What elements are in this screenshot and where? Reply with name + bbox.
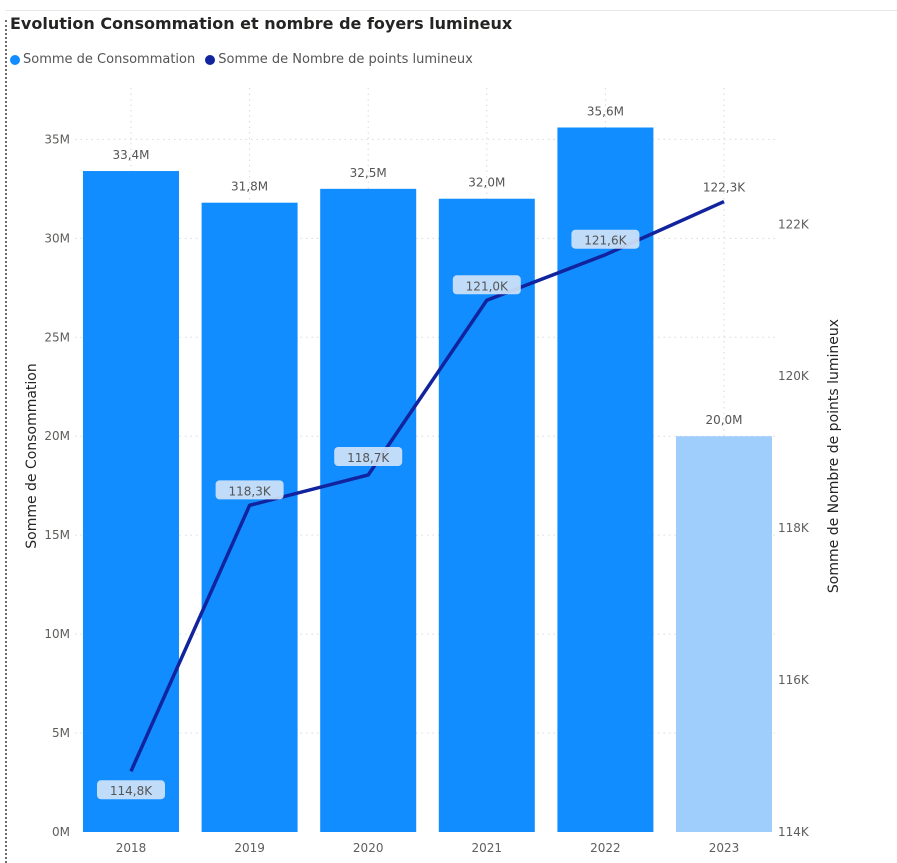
- y-left-tick-label: 20M: [44, 429, 70, 443]
- bar-data-label: 31,8M: [231, 180, 268, 194]
- line-data-label: 118,3K: [228, 484, 271, 498]
- y-right-axis-title: Somme de Nombre de points lumineux: [826, 319, 842, 593]
- x-tick-label: 2023: [709, 841, 740, 855]
- line-data-label: 122,3K: [703, 181, 746, 195]
- x-tick-label: 2019: [234, 841, 265, 855]
- x-tick-label: 2022: [590, 841, 621, 855]
- y-left-tick-label: 25M: [44, 330, 70, 344]
- y-left-tick-label: 5M: [52, 726, 70, 740]
- bar-data-label: 20,0M: [705, 413, 742, 427]
- y-right-tick-label: 114K: [778, 825, 810, 839]
- y-left-tick-label: 15M: [44, 528, 70, 542]
- line-data-label: 114,8K: [110, 784, 153, 798]
- line-label-background: [97, 780, 165, 800]
- bar-data-label: 32,5M: [350, 166, 387, 180]
- bar-data-label: 35,6M: [587, 104, 624, 118]
- legend-item-consommation[interactable]: Somme de Consommation: [10, 52, 195, 67]
- bar-data-label: 32,0M: [468, 176, 505, 190]
- y-left-tick-label: 30M: [44, 231, 70, 245]
- legend-label-points-lumineux: Somme de Nombre de points lumineux: [218, 52, 473, 67]
- bar-2021[interactable]: [438, 198, 535, 833]
- line-label-background: [571, 229, 640, 249]
- x-tick-label: 2018: [116, 841, 147, 855]
- visual-selection-border: [5, 20, 7, 863]
- y-left-tick-label: 35M: [44, 132, 70, 146]
- line-label-background: [334, 446, 403, 466]
- y-left-axis-title: Somme de Consommation: [24, 363, 40, 549]
- y-left-tick-label: 10M: [44, 627, 70, 641]
- y-right-tick-label: 118K: [778, 521, 810, 535]
- x-tick-label: 2021: [472, 841, 503, 855]
- x-tick-label: 2020: [353, 841, 384, 855]
- visual-top-border: [5, 10, 897, 11]
- line-data-label: 121,0K: [466, 279, 509, 293]
- legend-marker-points-lumineux: [205, 54, 216, 65]
- legend-marker-consommation: [10, 54, 20, 65]
- bar-data-label: 33,4M: [112, 148, 149, 162]
- line-data-label: 118,7K: [347, 451, 390, 465]
- y-left-tick-label: 0M: [52, 825, 70, 839]
- legend-item-points-lumineux[interactable]: Somme de Nombre de points lumineux: [205, 52, 473, 67]
- bar-2018[interactable]: [83, 171, 179, 832]
- chart-legend[interactable]: Somme de Consommation Somme de Nombre de…: [10, 52, 483, 67]
- y-right-tick-label: 122K: [778, 217, 810, 231]
- bar-2019[interactable]: [201, 202, 298, 833]
- y-right-tick-label: 116K: [778, 673, 810, 687]
- bar-2023[interactable]: [676, 436, 772, 832]
- line-label-background: [215, 480, 284, 500]
- chart-title: Evolution Consommation et nombre de foye…: [10, 14, 513, 33]
- line-data-label: 121,6K: [584, 234, 627, 248]
- bar-2020[interactable]: [320, 188, 417, 832]
- line-label-background: [452, 275, 521, 295]
- y-right-tick-label: 120K: [778, 369, 810, 383]
- legend-label-consommation: Somme de Consommation: [23, 52, 196, 67]
